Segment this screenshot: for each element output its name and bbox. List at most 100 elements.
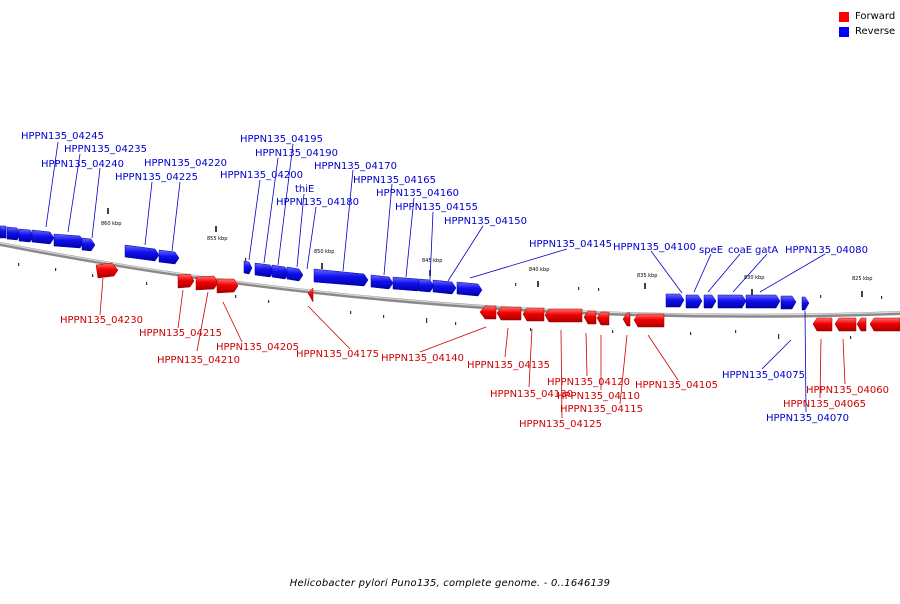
gene-arrow-reverse[interactable] (432, 279, 457, 295)
gene-arrow-reverse[interactable] (801, 296, 810, 311)
gene-arrow-reverse[interactable] (81, 237, 96, 252)
gene-arrow-reverse[interactable] (456, 281, 483, 297)
gene-label[interactable]: HPPN135_04075 (722, 370, 805, 381)
gene-arrow-reverse[interactable] (313, 268, 369, 287)
gene-label[interactable]: coaE (728, 245, 752, 256)
reverse-leader-lines (45, 141, 826, 413)
gene-arrow-forward[interactable] (95, 262, 119, 279)
gene-label[interactable]: HPPN135_04230 (60, 315, 143, 326)
gene-arrow-reverse[interactable] (124, 244, 160, 262)
legend-forward-label: Forward (855, 11, 896, 22)
tick-label: 835 kbp (637, 273, 657, 279)
gene-label[interactable]: HPPN135_04245 (21, 131, 104, 142)
gene-arrow-forward[interactable] (596, 311, 610, 326)
gene-label[interactable]: HPPN135_04120 (547, 377, 630, 388)
gene-label[interactable]: HPPN135_04060 (806, 385, 889, 396)
gene-label[interactable]: HPPN135_04110 (557, 391, 640, 402)
gene-arrow-reverse[interactable] (780, 295, 797, 310)
gene-label[interactable]: HPPN135_04160 (376, 188, 459, 199)
gene-label[interactable]: HPPN135_04065 (783, 399, 866, 410)
gene-arrow-forward[interactable] (195, 275, 219, 291)
gene-arrow-reverse[interactable] (243, 260, 253, 275)
tick-label: 825 kbp (852, 276, 872, 282)
genome-backbone-highlight (0, 242, 900, 316)
gene-label[interactable]: HPPN135_04180 (276, 197, 359, 208)
gene-label[interactable]: HPPN135_04130 (490, 389, 573, 400)
gene-arrow-forward[interactable] (583, 310, 597, 325)
gene-arrow-reverse[interactable] (158, 249, 180, 265)
gene-arrow-reverse[interactable] (0, 225, 7, 239)
gene-label[interactable]: HPPN135_04135 (467, 360, 550, 371)
gene-label[interactable]: HPPN135_04150 (444, 216, 527, 227)
gene-label[interactable]: HPPN135_04195 (240, 134, 323, 145)
gene-arrow-forward[interactable] (856, 317, 867, 332)
gene-arrow-reverse[interactable] (271, 264, 290, 280)
tick-label: 855 kbp (207, 236, 227, 242)
gene-label[interactable]: HPPN135_04170 (314, 161, 397, 172)
gene-arrow-forward[interactable] (479, 305, 497, 320)
gene-arrow-reverse[interactable] (370, 274, 394, 290)
gene-label[interactable]: HPPN135_04070 (766, 413, 849, 424)
gene-arrow-reverse[interactable] (286, 266, 304, 282)
gene-label[interactable]: HPPN135_04225 (115, 172, 198, 183)
gene-label[interactable]: HPPN135_04105 (635, 380, 718, 391)
gene-label[interactable]: HPPN135_04140 (381, 353, 464, 364)
gene-label[interactable]: HPPN135_04220 (144, 158, 227, 169)
gene-arrow-reverse[interactable] (665, 293, 685, 308)
forward-leader-lines (99, 277, 846, 419)
reverse-swatch (839, 26, 849, 37)
gene-label[interactable]: HPPN135_04190 (255, 148, 338, 159)
gene-label[interactable]: HPPN135_04235 (64, 144, 147, 155)
gene-label[interactable]: HPPN135_04210 (157, 355, 240, 366)
gene-arrow-forward[interactable] (869, 317, 900, 332)
gene-arrow-reverse[interactable] (392, 276, 423, 292)
gene-arrow-reverse[interactable] (703, 294, 717, 309)
legend-reverse: Reverse (839, 24, 895, 39)
gene-arrow-forward[interactable] (544, 308, 583, 323)
gene-label[interactable]: HPPN135_04155 (395, 202, 478, 213)
genome-caption: Helicobacter pylori Puno135, complete ge… (289, 578, 611, 589)
gene-label[interactable]: HPPN135_04205 (216, 342, 299, 353)
gene-label[interactable]: HPPN135_04145 (529, 239, 612, 250)
tick-label: 830 kbp (744, 275, 764, 281)
forward-gene-labels: HPPN135_04230 HPPN135_04215 HPPN135_0420… (60, 315, 889, 430)
tick-labels: 860 kbp 855 kbp 850 kbp 845 kbp 840 kbp … (101, 221, 872, 282)
gene-arrow-reverse[interactable] (53, 233, 85, 249)
gene-arrow-forward[interactable] (177, 273, 195, 289)
gene-arrow-reverse[interactable] (685, 294, 703, 309)
reverse-gene-labels: HPPN135_04245 HPPN135_04235 HPPN135_0424… (21, 131, 868, 424)
gene-label[interactable]: HPPN135_04080 (785, 245, 868, 256)
gene-arrow-reverse[interactable] (418, 278, 435, 293)
gene-arrow-forward[interactable] (496, 306, 522, 321)
gene-label[interactable]: HPPN135_04100 (613, 242, 696, 253)
gene-arrow-forward[interactable] (622, 312, 631, 327)
tick-label: 860 kbp (101, 221, 121, 227)
gene-label[interactable]: HPPN135_04115 (560, 404, 643, 415)
gene-arrow-reverse[interactable] (31, 229, 55, 245)
gene-label[interactable]: HPPN135_04165 (353, 175, 436, 186)
tick-label: 845 kbp (422, 258, 442, 264)
legend-reverse-label: Reverse (855, 26, 896, 37)
gene-label[interactable]: gatA (755, 245, 778, 256)
gene-arrow-forward[interactable] (812, 317, 833, 332)
gene-arrow-forward[interactable] (307, 287, 314, 303)
gene-label[interactable]: speE (699, 245, 723, 256)
gene-arrow-forward[interactable] (633, 313, 665, 328)
gene-label[interactable]: thiE (295, 184, 314, 195)
gene-arrow-forward[interactable] (834, 317, 857, 332)
gene-arrow-forward[interactable] (522, 307, 545, 322)
gene-label[interactable]: HPPN135_04200 (220, 170, 303, 181)
minor-ticks (18, 258, 883, 339)
gene-arrow-forward[interactable] (216, 278, 239, 294)
gene-arrow-reverse[interactable] (745, 294, 781, 309)
gene-arrow-reverse[interactable] (717, 294, 747, 309)
gene-arrow-reverse[interactable] (254, 262, 275, 278)
tick-label: 850 kbp (314, 249, 334, 255)
gene-label[interactable]: HPPN135_04125 (519, 419, 602, 430)
forward-genes (95, 262, 900, 332)
gene-label[interactable]: HPPN135_04240 (41, 159, 124, 170)
legend: Forward Reverse (839, 9, 895, 39)
gene-label[interactable]: HPPN135_04175 (296, 349, 379, 360)
gene-label[interactable]: HPPN135_04215 (139, 328, 222, 339)
